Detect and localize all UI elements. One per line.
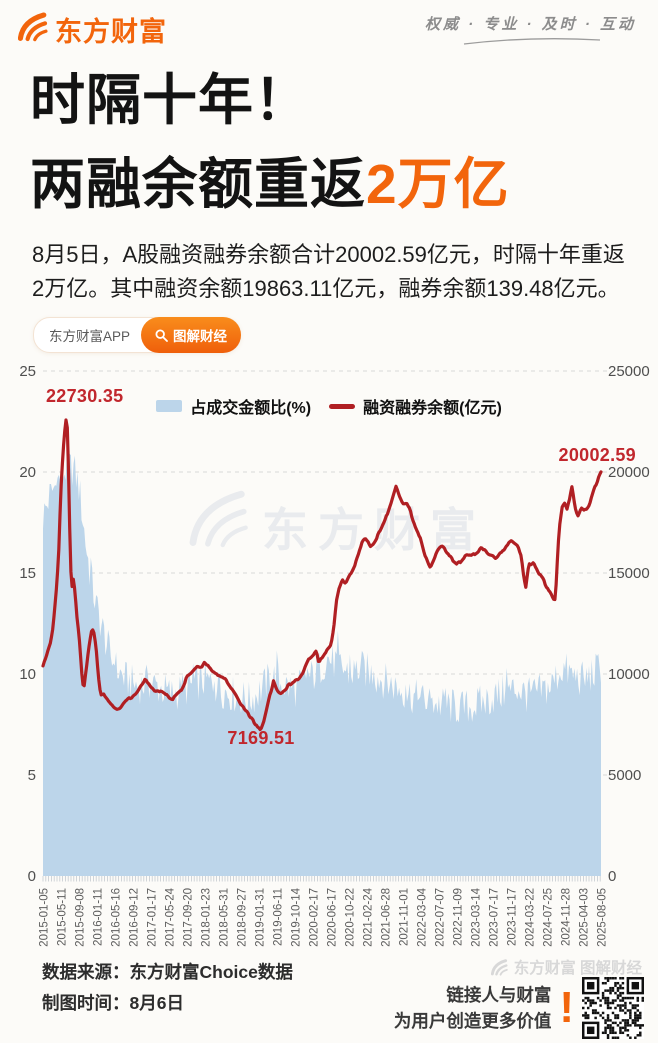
x-axis-label: 2024-07-25 <box>543 888 555 947</box>
tagline-2: 为用户创造更多价值 <box>393 1011 552 1031</box>
area-series-ratio <box>43 453 601 876</box>
title-highlight: 2万亿 <box>366 153 510 215</box>
right-axis-label: 5000 <box>608 767 641 784</box>
x-axis-label: 2024-11-28 <box>561 888 573 946</box>
header-brand: 东方财富 <box>17 10 167 49</box>
chart-watermark-text: 东方财富 <box>262 504 486 556</box>
x-axis-label: 2021-06-28 <box>381 888 393 947</box>
badge-group: 东方财富APP 图解财经 <box>33 317 242 353</box>
annotation-peak: 22730.35 <box>46 386 124 406</box>
exclamation-mark: ! <box>559 983 574 1032</box>
legend-line-label: 融资融券余额(亿元) <box>363 400 502 417</box>
chart-time-line: 制图时间：8月6日 <box>42 993 184 1013</box>
x-axis-label: 2016-05-16 <box>111 888 123 947</box>
left-axis-label: 0 <box>28 868 36 885</box>
x-axis-label: 2017-09-20 <box>183 888 195 947</box>
right-axis-label: 25000 <box>608 363 650 380</box>
page-title: 时隔十年！ 两融余额重返2万亿 <box>30 58 510 226</box>
x-axis-label: 2023-07-17 <box>489 888 501 947</box>
annotation-latest: 20002.59 <box>558 445 636 465</box>
margin-balance-chart: 东方财富 0 5 10 15 20 25 0 5000 10000 15000 20000 25000 2… <box>0 356 658 970</box>
x-axis-label: 2020-02-17 <box>309 888 321 947</box>
x-axis-label: 2016-09-12 <box>129 888 141 947</box>
x-axis-label: 2022-11-09 <box>453 888 465 946</box>
footer-promo: 链接人与财富 为用户创造更多价值 ! <box>394 977 644 1039</box>
x-axis-label: 2018-05-31 <box>219 888 231 947</box>
x-axis-label: 2020-06-17 <box>327 888 339 947</box>
right-axis-label: 20000 <box>608 464 650 481</box>
left-axis-label: 15 <box>19 565 36 582</box>
x-axis-label: 2019-10-14 <box>291 887 303 946</box>
left-axis-label: 5 <box>28 767 36 784</box>
x-axis-label: 2017-05-24 <box>165 887 177 946</box>
footer-taglines: 链接人与财富 为用户创造更多价值 <box>394 982 552 1034</box>
tagline-1: 链接人与财富 <box>446 985 552 1005</box>
x-axis-label: 2025-04-03 <box>579 888 591 947</box>
intro-paragraph: 8月5日，A股融资融券余额合计20002.59亿元，时隔十年重返2万亿。其中融资… <box>32 242 625 301</box>
footer-watermark: 东方财富 图解财经 <box>490 956 642 978</box>
slogan-underline <box>463 38 600 45</box>
annotation-low: 7169.51 <box>227 728 295 748</box>
search-badge[interactable]: 图解财经 <box>141 317 242 353</box>
x-axis-label: 2024-03-22 <box>525 888 537 947</box>
x-axis-label: 2025-08-05 <box>597 888 609 947</box>
search-badge-label: 图解财经 <box>173 329 228 344</box>
x-axis-label: 2015-09-08 <box>75 888 87 947</box>
footer-source: 数据来源：东方财富Choice数据 制图时间：8月6日 <box>42 957 293 1019</box>
right-axis-label: 10000 <box>608 666 650 683</box>
x-axis-label: 2021-02-24 <box>363 887 375 946</box>
watermark-logo-icon <box>490 958 508 976</box>
app-badge[interactable]: 东方财富APP <box>49 329 131 344</box>
chart-canvas: 东方财富 0 5 10 15 20 25 0 5000 10000 15000 20000 25000 2… <box>19 363 650 947</box>
eastmoney-logo-icon <box>17 12 48 47</box>
x-axis-label: 2022-03-04 <box>417 887 429 946</box>
header-slogan: 权威 · 专业 · 及时 · 互动 <box>425 13 636 47</box>
x-axis-label: 2021-11-01 <box>399 888 411 946</box>
x-axis-label: 2020-10-22 <box>345 888 357 947</box>
chart-legend: 占成交金额比(%) 融资融券余额(亿元) <box>0 394 658 418</box>
x-axis-label: 2023-11-17 <box>507 888 519 946</box>
x-axis-label: 2015-01-05 <box>39 888 51 947</box>
slogan-text: 权威 · 专业 · 及时 · 互动 <box>425 16 636 33</box>
magnifier-icon <box>155 328 168 342</box>
x-axis-label: 2018-01-23 <box>201 888 213 947</box>
legend-line-swatch <box>329 403 356 409</box>
x-axis-label: 2016-01-11 <box>93 888 105 946</box>
right-axis-label: 15000 <box>608 565 650 582</box>
data-source-line: 数据来源：东方财富Choice数据 <box>42 962 293 982</box>
brand-name: 东方财富 <box>55 17 167 47</box>
title-line1: 时隔十年！ <box>30 69 311 131</box>
x-axis-label: 2019-06-11 <box>273 888 285 946</box>
line-series-balance <box>41 418 603 732</box>
watermark-text: 东方财富 图解财经 <box>513 960 642 977</box>
x-axis-label: 2019-01-31 <box>255 888 267 947</box>
title-line2: 两融余额重返2万亿 <box>30 153 510 215</box>
left-axis-label: 10 <box>19 666 36 683</box>
x-axis-label: 2015-05-11 <box>57 888 69 946</box>
x-axis-label: 2017-01-17 <box>147 888 159 947</box>
qr-code <box>582 977 644 1039</box>
legend-area-label: 占成交金额比(%) <box>190 400 312 417</box>
right-axis-label: 0 <box>608 868 616 885</box>
legend-area-swatch <box>156 400 183 412</box>
left-axis-label: 25 <box>19 363 36 380</box>
x-axis-label: 2018-09-27 <box>237 888 249 947</box>
x-axis-label: 2022-07-07 <box>435 888 447 947</box>
x-axis-label: 2023-03-14 <box>471 887 483 946</box>
left-axis-label: 20 <box>19 464 36 481</box>
